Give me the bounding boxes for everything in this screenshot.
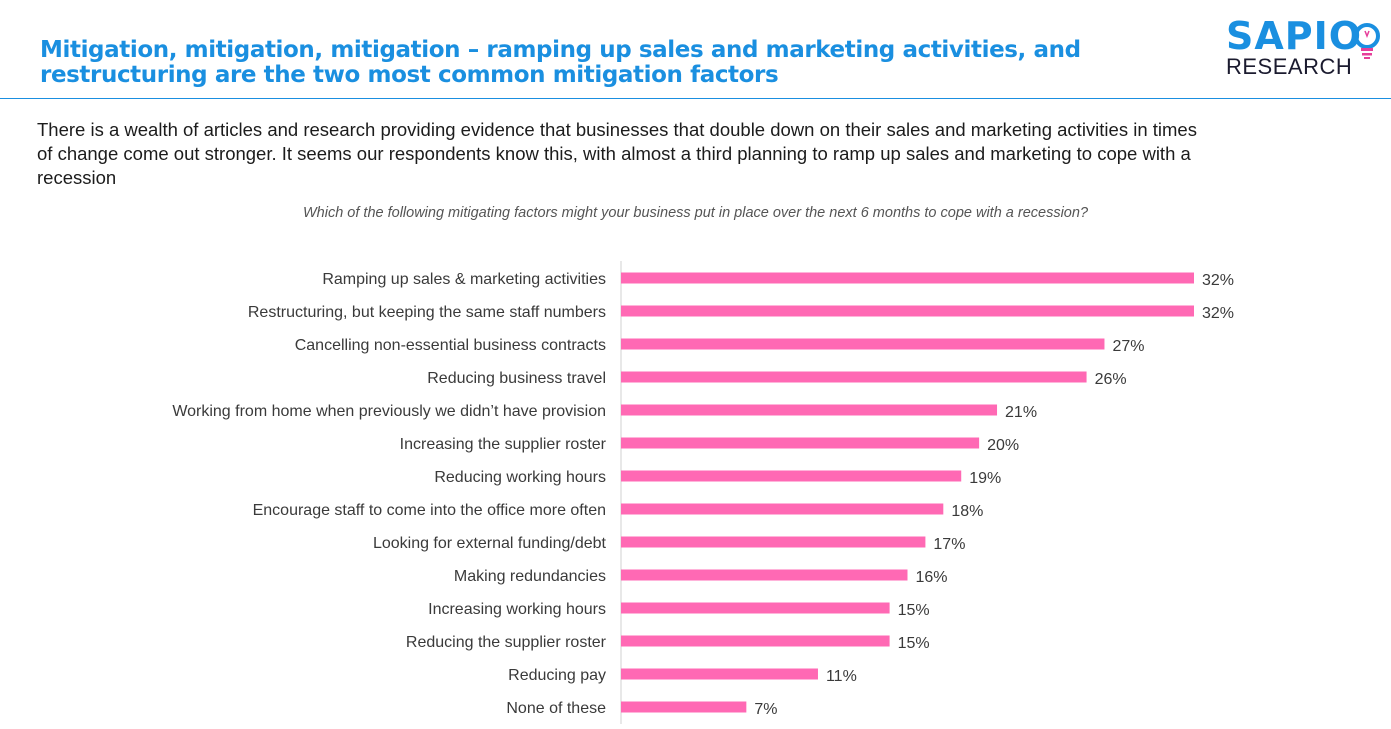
intro-line-1: There is a wealth of articles and resear… <box>37 119 1197 140</box>
value-label: 15% <box>898 635 930 652</box>
value-label: 11% <box>826 668 857 685</box>
logo-subtitle: RESEARCH <box>1226 54 1353 79</box>
intro-paragraph: There is a wealth of articles and resear… <box>37 118 1377 190</box>
value-label: 20% <box>987 437 1019 454</box>
category-label: Reducing the supplier roster <box>406 634 607 651</box>
category-label: Ramping up sales & marketing activities <box>322 271 606 288</box>
category-label: Restructuring, but keeping the same staf… <box>248 304 606 321</box>
category-label: Reducing pay <box>508 667 606 684</box>
slide-title: Mitigation, mitigation, mitigation – ram… <box>40 38 1160 88</box>
value-label: 27% <box>1112 338 1144 355</box>
category-label: Increasing the supplier roster <box>400 436 607 453</box>
value-label: 17% <box>933 536 965 553</box>
category-label: Cancelling non-essential business contra… <box>295 337 606 354</box>
value-label: 32% <box>1202 272 1234 289</box>
value-label: 18% <box>951 503 983 520</box>
slide-title-line-2: restructuring are the two most common mi… <box>40 62 779 88</box>
category-label: None of these <box>506 700 606 717</box>
bar <box>621 569 908 581</box>
category-label: Looking for external funding/debt <box>373 535 607 552</box>
bar <box>621 338 1105 350</box>
category-label: Making redundancies <box>454 568 606 585</box>
value-label: 7% <box>754 701 777 718</box>
category-label: Reducing business travel <box>427 370 606 387</box>
category-label: Reducing working hours <box>434 469 606 486</box>
value-label: 16% <box>916 569 948 586</box>
bar <box>621 371 1087 383</box>
bar <box>621 305 1194 317</box>
bar <box>621 536 926 548</box>
intro-line-2: of change come out stronger. It seems ou… <box>37 143 1191 164</box>
bar <box>621 503 944 515</box>
value-label: 26% <box>1095 371 1127 388</box>
bar <box>621 437 980 449</box>
category-label: Encourage staff to come into the office … <box>253 502 606 519</box>
value-label: 19% <box>969 470 1001 487</box>
value-label: 21% <box>1005 404 1037 421</box>
bar <box>621 272 1194 284</box>
value-label: 32% <box>1202 305 1234 322</box>
value-label: 15% <box>898 602 930 619</box>
category-label: Working from home when previously we did… <box>172 403 606 420</box>
bar <box>621 668 818 680</box>
category-label: Increasing working hours <box>428 601 606 618</box>
bar <box>621 701 747 713</box>
bar <box>621 470 962 482</box>
bar <box>621 404 998 416</box>
header-divider <box>0 98 1391 99</box>
chart-question: Which of the following mitigating factor… <box>302 205 1089 221</box>
logo-wordmark: SAPIO <box>1226 14 1363 58</box>
bar <box>621 602 890 614</box>
slide-title-line-1: Mitigation, mitigation, mitigation – ram… <box>40 37 1081 63</box>
sapio-research-logo: SAPIO RESEARCH <box>1226 14 1386 80</box>
lightbulb-icon <box>1354 23 1380 59</box>
intro-line-3: recession <box>37 167 117 188</box>
bar <box>621 635 890 647</box>
